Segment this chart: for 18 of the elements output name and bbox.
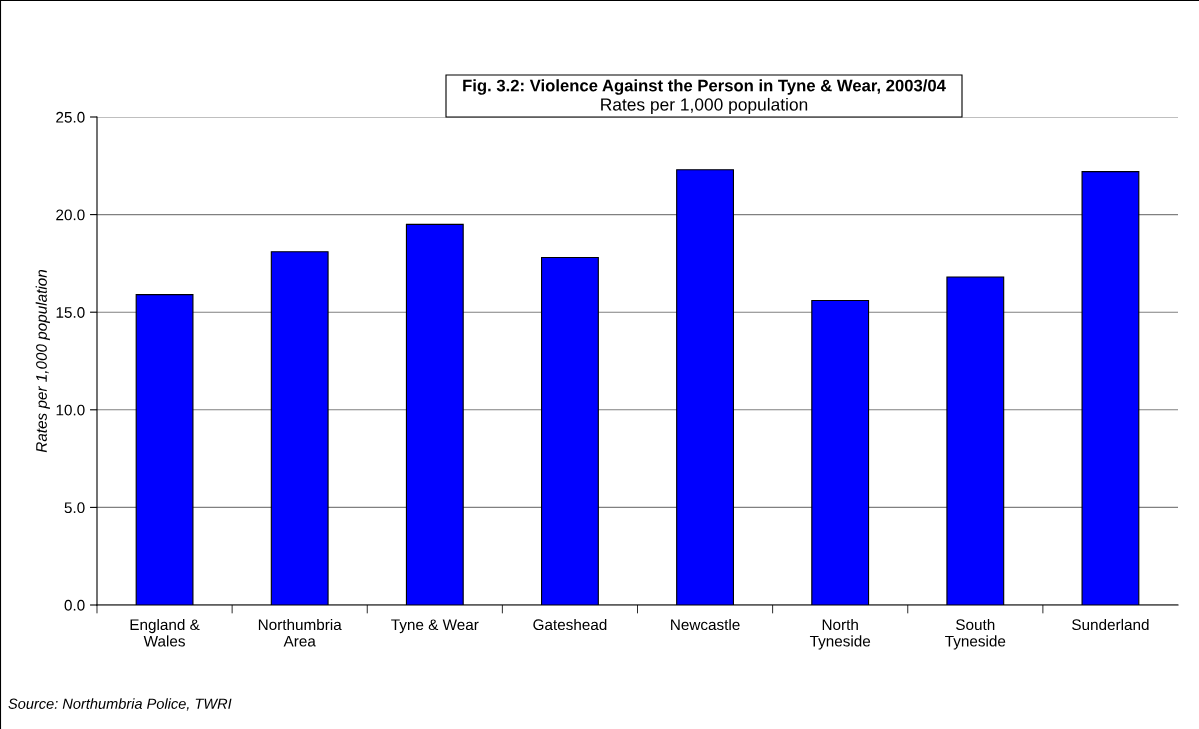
x-tick-label: Sunderland <box>1072 618 1149 631</box>
x-tick-label: England & Wales <box>130 618 200 647</box>
y-tick-label: 25.0 <box>56 111 85 123</box>
x-tick-label: North Tyneside <box>809 618 871 650</box>
x-tick-label: South Tyneside <box>945 618 1006 650</box>
y-axis-title: Rates per 1,000 population <box>35 269 50 453</box>
y-tick-label: 15.0 <box>56 307 85 318</box>
y-tick-label: 0.0 <box>64 599 85 611</box>
y-tick-label: 20.0 <box>56 209 85 221</box>
y-tick-label: 5.0 <box>64 502 85 514</box>
y-tick-label: 10.0 <box>56 404 85 416</box>
x-tick-label: Gateshead <box>533 618 607 631</box>
x-tick-label: Newcastle <box>671 618 740 631</box>
x-tick-label: Northumbria Area <box>258 618 342 647</box>
chart-title: Fig. 3.2: Violence Against the Person in Tyne & Wear, 2003/04 <box>463 79 946 95</box>
chart-subtitle: Rates per 1,000 population <box>601 97 808 115</box>
source-note: Source: Northumbria Police, TWRI <box>8 698 232 711</box>
x-tick-label: Tyne & Wear <box>391 619 479 634</box>
